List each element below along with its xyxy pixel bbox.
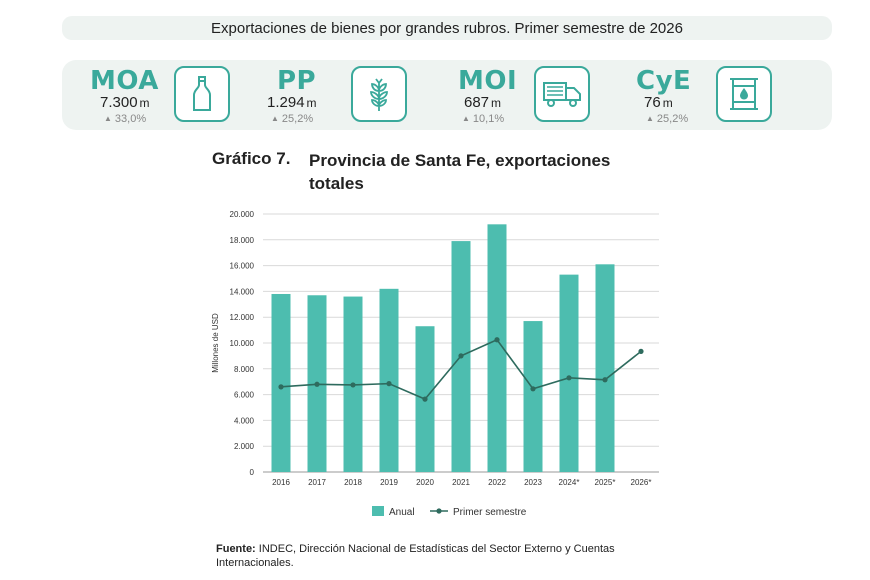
kpi-change: ▲ 33,0% xyxy=(104,113,147,125)
y-tick-label: 16.000 xyxy=(230,262,255,271)
oil-barrel-icon xyxy=(716,66,772,122)
up-triangle-icon: ▲ xyxy=(104,114,112,123)
source-label: Fuente: xyxy=(216,543,256,555)
x-tick-label: 2024* xyxy=(559,478,580,487)
y-tick-label: 20.000 xyxy=(230,210,255,219)
y-tick-label: 2.000 xyxy=(234,442,255,451)
y-tick-label: 6.000 xyxy=(234,391,255,400)
legend-label-anual: Anual xyxy=(389,507,415,518)
x-tick-label: 2017 xyxy=(308,478,326,487)
bar-anual xyxy=(559,274,579,472)
point-primer-semestre xyxy=(638,348,644,354)
x-tick-label: 2026* xyxy=(631,478,652,487)
kpi-code: PP xyxy=(277,66,317,96)
y-tick-label: 8.000 xyxy=(234,365,255,374)
kpi-value: 76 m xyxy=(644,94,673,111)
kpi-moi: MOI 687 m ▲ 10,1% xyxy=(458,60,618,130)
point-primer-semestre xyxy=(494,337,500,343)
bar-anual xyxy=(595,264,615,472)
kpi-code: MOA xyxy=(90,66,159,96)
kpi-moa: MOA 7.300 m ▲ 33,0% xyxy=(90,60,250,130)
point-primer-semestre xyxy=(566,375,572,381)
kpi-value: 7.300 m xyxy=(100,94,150,111)
x-tick-label: 2016 xyxy=(272,478,290,487)
header-banner: Exportaciones de bienes por grandes rubr… xyxy=(62,16,832,40)
bar-anual xyxy=(523,321,543,472)
x-tick-label: 2021 xyxy=(452,478,470,487)
y-tick-label: 12.000 xyxy=(230,313,255,322)
legend-label-primer-semestre: Primer semestre xyxy=(453,507,527,518)
legend-swatch-anual xyxy=(372,506,384,516)
kpi-change: ▲ 25,2% xyxy=(646,113,689,125)
kpi-value: 687 m xyxy=(464,94,502,111)
point-primer-semestre xyxy=(602,377,608,383)
kpi-code: CyE xyxy=(636,66,692,96)
point-primer-semestre xyxy=(458,353,464,359)
kpi-cye: CyE 76 m ▲ 25,2% xyxy=(636,60,806,130)
source-note: Fuente: INDEC, Dirección Nacional de Est… xyxy=(216,542,686,570)
point-primer-semestre xyxy=(314,381,320,387)
point-primer-semestre xyxy=(386,381,392,387)
y-tick-label: 14.000 xyxy=(230,287,255,296)
point-primer-semestre xyxy=(278,384,284,390)
up-triangle-icon: ▲ xyxy=(271,114,279,123)
kpi-value: 1.294 m xyxy=(267,94,317,111)
chart-title-text: Provincia de Santa Fe, exportaciones tot… xyxy=(309,151,611,193)
point-primer-semestre xyxy=(422,396,428,402)
kpi-change: ▲ 10,1% xyxy=(462,113,505,125)
x-tick-label: 2018 xyxy=(344,478,362,487)
source-text: INDEC, Dirección Nacional de Estadística… xyxy=(216,543,615,569)
wheat-icon xyxy=(351,66,407,122)
y-axis-label: Millones de USD xyxy=(211,313,220,373)
y-tick-label: 10.000 xyxy=(230,339,255,348)
x-tick-label: 2023 xyxy=(524,478,542,487)
bar-anual xyxy=(379,288,399,472)
point-primer-semestre xyxy=(530,386,536,392)
kpi-change: ▲ 25,2% xyxy=(271,113,314,125)
up-triangle-icon: ▲ xyxy=(646,114,654,123)
kpi-pp: PP 1.294 m ▲ 25,2% xyxy=(267,60,427,130)
kpi-code: MOI xyxy=(458,66,518,96)
bottle-icon xyxy=(174,66,230,122)
up-triangle-icon: ▲ xyxy=(462,114,470,123)
header-title: Exportaciones de bienes por grandes rubr… xyxy=(211,19,683,37)
kpi-bar: MOA 7.300 m ▲ 33,0% PP 1.294 m ▲ 25,2% MOI 6… xyxy=(62,60,832,130)
x-tick-label: 2025* xyxy=(595,478,616,487)
y-tick-label: 18.000 xyxy=(230,236,255,245)
bar-anual xyxy=(487,224,507,472)
y-tick-label: 0 xyxy=(250,468,255,477)
y-tick-label: 4.000 xyxy=(234,416,255,425)
x-tick-label: 2019 xyxy=(380,478,398,487)
x-tick-label: 2022 xyxy=(488,478,506,487)
x-tick-label: 2020 xyxy=(416,478,434,487)
chart-number: Gráfico 7. xyxy=(212,149,291,168)
truck-icon xyxy=(534,66,590,122)
legend-swatch-marker xyxy=(436,508,442,514)
point-primer-semestre xyxy=(350,382,356,388)
bar-anual xyxy=(271,293,291,472)
